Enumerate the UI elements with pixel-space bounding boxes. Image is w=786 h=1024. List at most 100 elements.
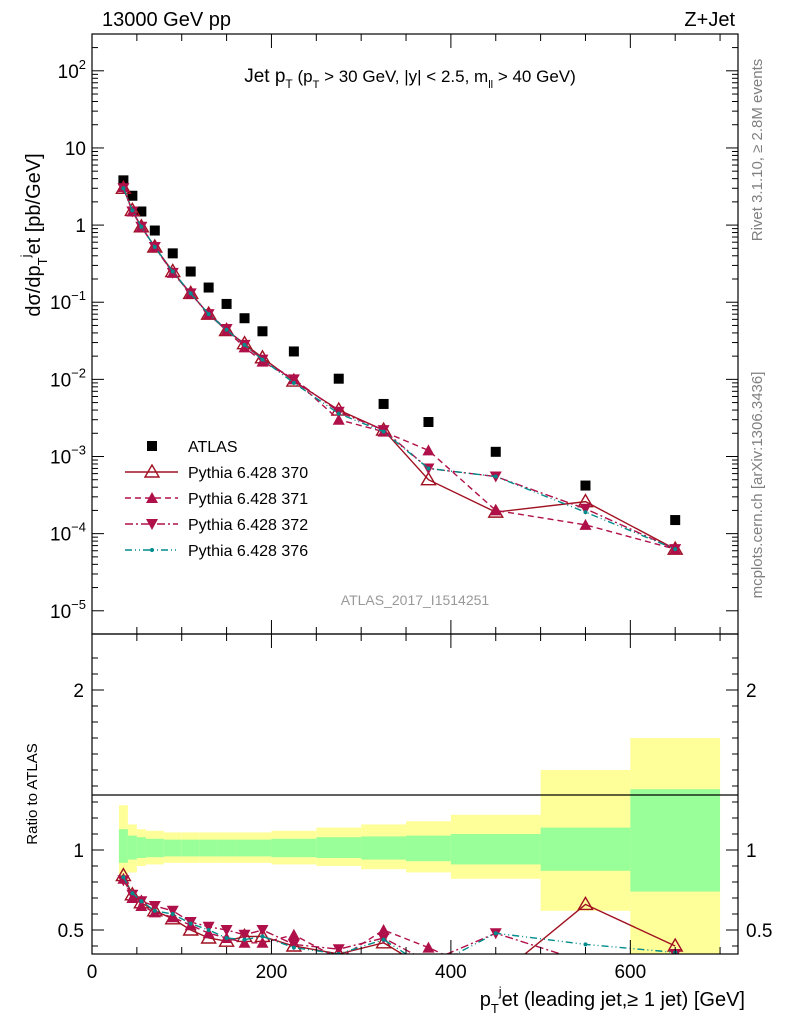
data-point xyxy=(257,326,268,337)
side-label-top: Rivet 3.1.10, ≥ 2.8M events xyxy=(749,59,766,242)
ratio-band-inner xyxy=(163,839,182,857)
title-cond-open: (p xyxy=(293,67,313,86)
ratio-point xyxy=(490,972,502,983)
data-point xyxy=(670,515,681,526)
svg-text:dσ/dpTjet [pb/GeV]: dσ/dpTjet [pb/GeV] xyxy=(18,153,50,316)
header-left: 13000 GeV pp xyxy=(102,9,231,31)
data-point xyxy=(420,471,437,486)
ratio-point xyxy=(579,957,591,968)
x-tick-label: 200 xyxy=(256,962,288,983)
data-point xyxy=(378,398,389,409)
header-right: Z+Jet xyxy=(684,9,735,31)
y-tick-label: 10−2 xyxy=(50,365,86,391)
ratio-band-inner xyxy=(118,829,128,863)
ratio-tick-label-right: 1 xyxy=(746,841,757,862)
ratio-band-inner xyxy=(199,839,218,857)
legend-marker xyxy=(143,463,161,478)
ratio-series-layer xyxy=(115,867,684,983)
data-point xyxy=(206,312,211,317)
ratio-band-inner xyxy=(235,839,254,857)
ratio-point xyxy=(421,963,435,975)
title-main-sub: T xyxy=(285,77,293,91)
ratio-band-inner xyxy=(127,835,137,860)
ratio-point xyxy=(489,971,503,983)
data-point xyxy=(332,413,345,425)
ratio-point xyxy=(148,901,161,912)
ratio-band-inner xyxy=(271,838,317,858)
ratio-series-p376 xyxy=(121,875,678,954)
side-label-bottom: mcplots.cern.ch [arXiv:1306.3436] xyxy=(749,372,766,599)
ratio-tick-label-left: 2 xyxy=(73,681,84,702)
data-point xyxy=(493,474,498,479)
ratio-point xyxy=(256,925,269,936)
ratio-line xyxy=(122,876,676,954)
legend-item-atlas: ATLAS xyxy=(147,439,238,456)
data-point xyxy=(239,313,250,324)
y-tick-label: 1 xyxy=(75,216,86,237)
data-point xyxy=(287,374,300,386)
axes-layer: 10−5 10−4 10−3 10−2 10−1 1 10 102 0 200 400 600 0.5 0… xyxy=(50,33,772,983)
ratio-point xyxy=(126,889,139,901)
ratio-point xyxy=(202,921,215,933)
ratio-band-inner xyxy=(217,839,236,857)
data-point xyxy=(580,480,591,491)
ratio-band-inner xyxy=(361,836,407,860)
legend-marker xyxy=(146,492,158,503)
ratio-band-inner xyxy=(450,834,541,865)
ratio-point xyxy=(220,925,233,936)
y-tick-label: 10−3 xyxy=(50,443,86,469)
x-label-sub: T xyxy=(491,1001,499,1016)
data-point xyxy=(185,266,196,277)
watermark: ATLAS_2017_I1514251 xyxy=(341,592,490,608)
data-point xyxy=(583,510,588,515)
ratio-point xyxy=(238,929,251,941)
ratio-point xyxy=(256,936,269,948)
ratio-point xyxy=(332,944,345,954)
legend-label: ATLAS xyxy=(188,439,238,456)
ratio-point xyxy=(287,928,300,940)
ratio-point xyxy=(242,937,247,942)
data-point xyxy=(333,373,344,384)
x-label-sup: j xyxy=(498,984,502,999)
data-point xyxy=(121,186,126,191)
data-point xyxy=(167,248,178,259)
legend-label: Pythia 6.428 376 xyxy=(188,543,308,560)
x-tick-label: 0 xyxy=(87,962,98,983)
data-point xyxy=(130,208,135,213)
title-cond-close: > 40 GeV) xyxy=(493,67,576,86)
title-cond-sub2: ll xyxy=(488,79,493,91)
data-point xyxy=(188,291,193,296)
data-point xyxy=(291,380,296,385)
ratio-point xyxy=(579,956,591,967)
data-point xyxy=(203,282,214,293)
ratio-bands xyxy=(118,738,721,954)
x-axis-label: pTjet (leading jet,≥ 1 jet) [GeV] xyxy=(480,984,745,1016)
legend-item-p372: Pythia 6.428 372 xyxy=(125,517,308,534)
data-point xyxy=(489,504,502,516)
ratio-tick-label-right: 0.5 xyxy=(746,921,772,942)
data-point xyxy=(336,411,341,416)
ratio-band-inner xyxy=(406,835,451,862)
ratio-tick-label-left: 0.5 xyxy=(58,921,84,942)
ratio-band-inner xyxy=(145,838,164,858)
y-tick-label: 10−4 xyxy=(50,520,86,546)
ratio-point xyxy=(121,875,126,880)
ratio-point xyxy=(493,931,498,936)
ratio-point xyxy=(188,921,193,926)
ratio-panel-frame xyxy=(91,633,739,955)
x-label-rest: et (leading jet,≥ 1 jet) [GeV] xyxy=(502,989,745,1011)
data-point xyxy=(288,346,299,357)
ratio-point xyxy=(238,936,251,948)
ratio-point xyxy=(291,945,296,950)
data-point xyxy=(149,225,160,236)
legend-item-p370: Pythia 6.428 370 xyxy=(125,463,308,482)
legend-marker xyxy=(146,519,158,530)
ratio-point xyxy=(166,905,179,917)
data-point xyxy=(381,429,386,434)
ratio-point xyxy=(139,899,144,904)
data-point xyxy=(152,244,157,249)
chart-title: Jet pT (pT > 30 GeV, |y| < 2.5, mll > 40… xyxy=(244,66,576,91)
ratio-band-inner xyxy=(316,837,362,858)
data-point xyxy=(139,224,144,229)
